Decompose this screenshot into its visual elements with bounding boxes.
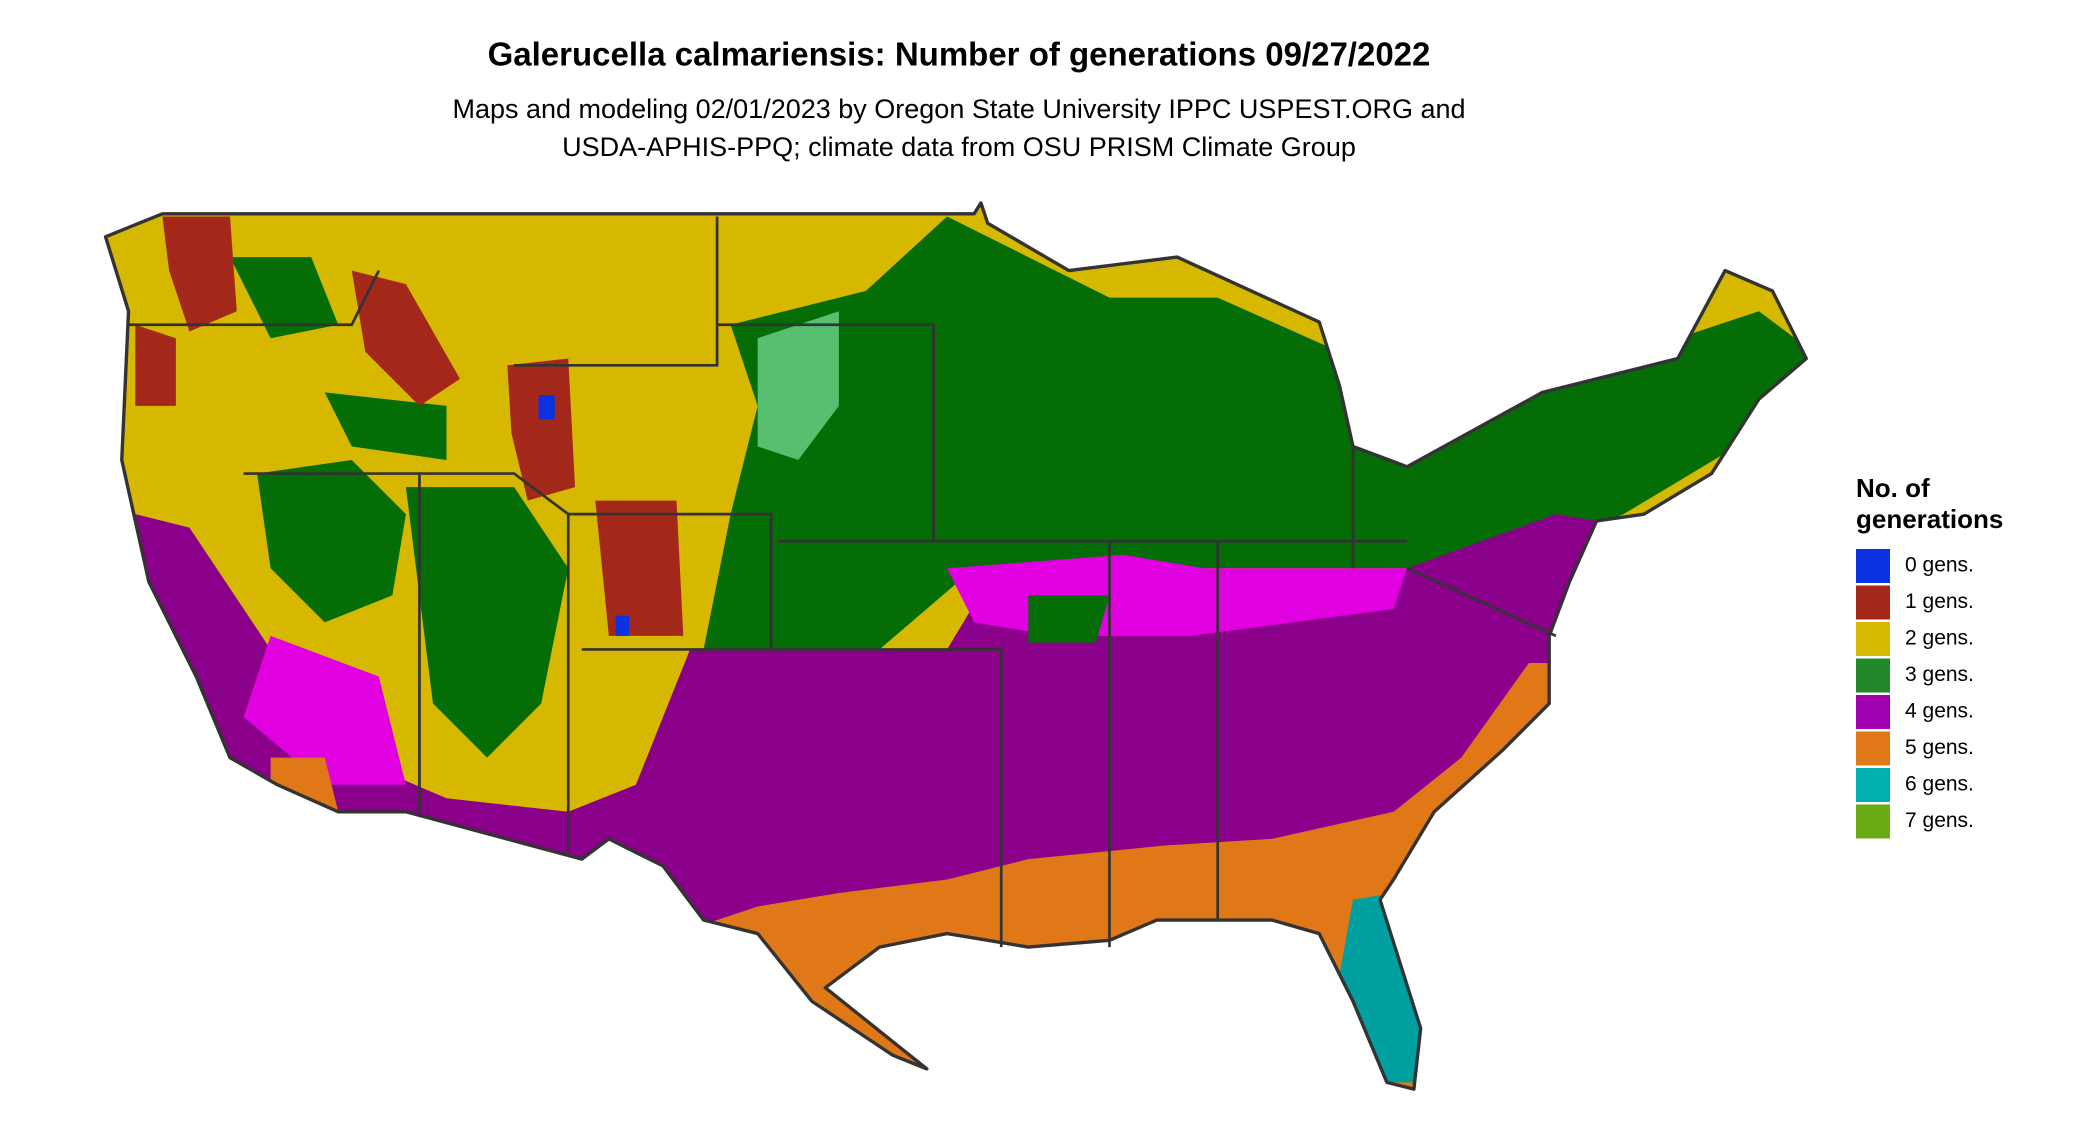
- map-title: Galerucella calmariensis: Number of gene…: [488, 36, 1431, 73]
- legend-title: No. of: [1856, 473, 1930, 503]
- map-subtitle: Maps and modeling 02/01/2023 by Oregon S…: [452, 94, 1465, 124]
- legend-label: 5 gens.: [1905, 736, 1974, 759]
- legend-swatch: [1856, 585, 1890, 620]
- legend-swatch: [1856, 695, 1890, 729]
- legend-swatch: [1856, 549, 1890, 583]
- legend-label: 1 gens.: [1905, 590, 1974, 613]
- legend-label: 7 gens.: [1905, 809, 1974, 832]
- legend-title: generations: [1856, 504, 2003, 534]
- legend-swatch: [1856, 804, 1890, 839]
- legend-swatch: [1856, 658, 1890, 693]
- legend-label: 2 gens.: [1905, 627, 1974, 650]
- us-map: [103, 201, 1808, 1091]
- legend-swatch: [1856, 768, 1890, 802]
- state-borders: [128, 216, 1557, 948]
- legend-label: 3 gens.: [1905, 663, 1974, 686]
- legend-label: 0 gens.: [1905, 554, 1974, 577]
- legend-swatch: [1856, 731, 1890, 766]
- map-subtitle: USDA-APHIS-PPQ; climate data from OSU PR…: [562, 132, 1356, 162]
- legend-label: 4 gens.: [1905, 700, 1974, 723]
- legend: 0 gens. 1 gens. 2 gens. 3 gens. 4 gens. 5 gen…: [1856, 549, 1974, 839]
- legend-swatch: [1856, 622, 1890, 656]
- legend-label: 6 gens.: [1905, 773, 1974, 796]
